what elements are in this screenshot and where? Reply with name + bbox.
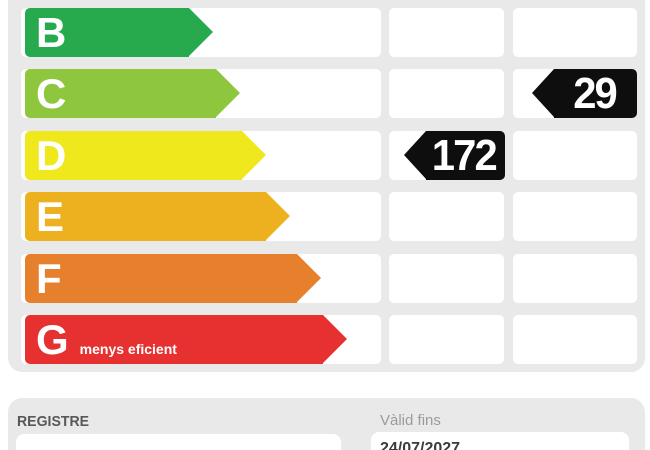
band-cell-mid-c	[389, 69, 504, 119]
band-cell-right-d	[513, 130, 637, 180]
valid-fins-value: 24/07/2027	[380, 440, 461, 450]
band-cell-right-f	[513, 253, 637, 303]
grade-arrow-d: D	[25, 130, 266, 180]
band-row-c: C 29	[8, 69, 645, 119]
grade-note-g: menys eficient	[79, 341, 177, 357]
grade-arrow-tip-e	[266, 192, 290, 241]
grade-arrow-tip-f	[297, 253, 321, 302]
value-marker-tip-172	[404, 130, 426, 179]
value-marker-text-29: 29	[572, 69, 618, 119]
band-cell-mid-e	[389, 192, 504, 242]
value-marker-172: 172	[404, 130, 505, 180]
registre-input[interactable]	[16, 434, 341, 450]
band-cell-mid-f	[389, 253, 504, 303]
band-cell-mid-b	[389, 8, 504, 57]
band-row-b: B	[8, 8, 645, 57]
value-marker-29: 29	[532, 69, 637, 119]
grade-arrow-b: B	[25, 8, 213, 57]
valid-fins-label: Vàlid fins	[380, 412, 441, 429]
registre-label: REGISTRE	[17, 413, 90, 430]
band-cell-right-e	[513, 192, 637, 242]
band-row-d: D 172	[8, 130, 645, 180]
band-cell-right-b	[513, 8, 637, 57]
valid-fins-input[interactable]: 24/07/2027	[371, 432, 629, 450]
grade-letter-c: C	[36, 70, 67, 118]
grade-arrow-f: F	[25, 253, 321, 303]
grade-arrow-tip-b	[189, 8, 213, 56]
grade-arrow-c: C	[25, 69, 240, 119]
value-marker-tip-29	[532, 69, 554, 118]
grade-letter-g: G	[36, 316, 69, 363]
band-cell-mid-g	[389, 315, 504, 364]
grade-letter-d: D	[36, 131, 67, 179]
grade-arrow-e: E	[25, 192, 290, 242]
grade-arrow-tip-g	[323, 315, 347, 363]
grade-letter-f: F	[36, 254, 62, 302]
band-row-e: E	[8, 192, 645, 242]
grade-letter-e: E	[36, 193, 65, 241]
value-marker-text-172: 172	[432, 130, 498, 180]
grade-letter-b: B	[36, 9, 67, 56]
band-row-f: F	[8, 253, 645, 303]
registre-panel: REGISTRE Vàlid fins 24/07/2027	[8, 398, 645, 450]
grade-arrow-tip-d	[242, 130, 266, 179]
grade-arrow-tip-c	[216, 69, 240, 118]
band-cell-right-g	[513, 315, 637, 364]
